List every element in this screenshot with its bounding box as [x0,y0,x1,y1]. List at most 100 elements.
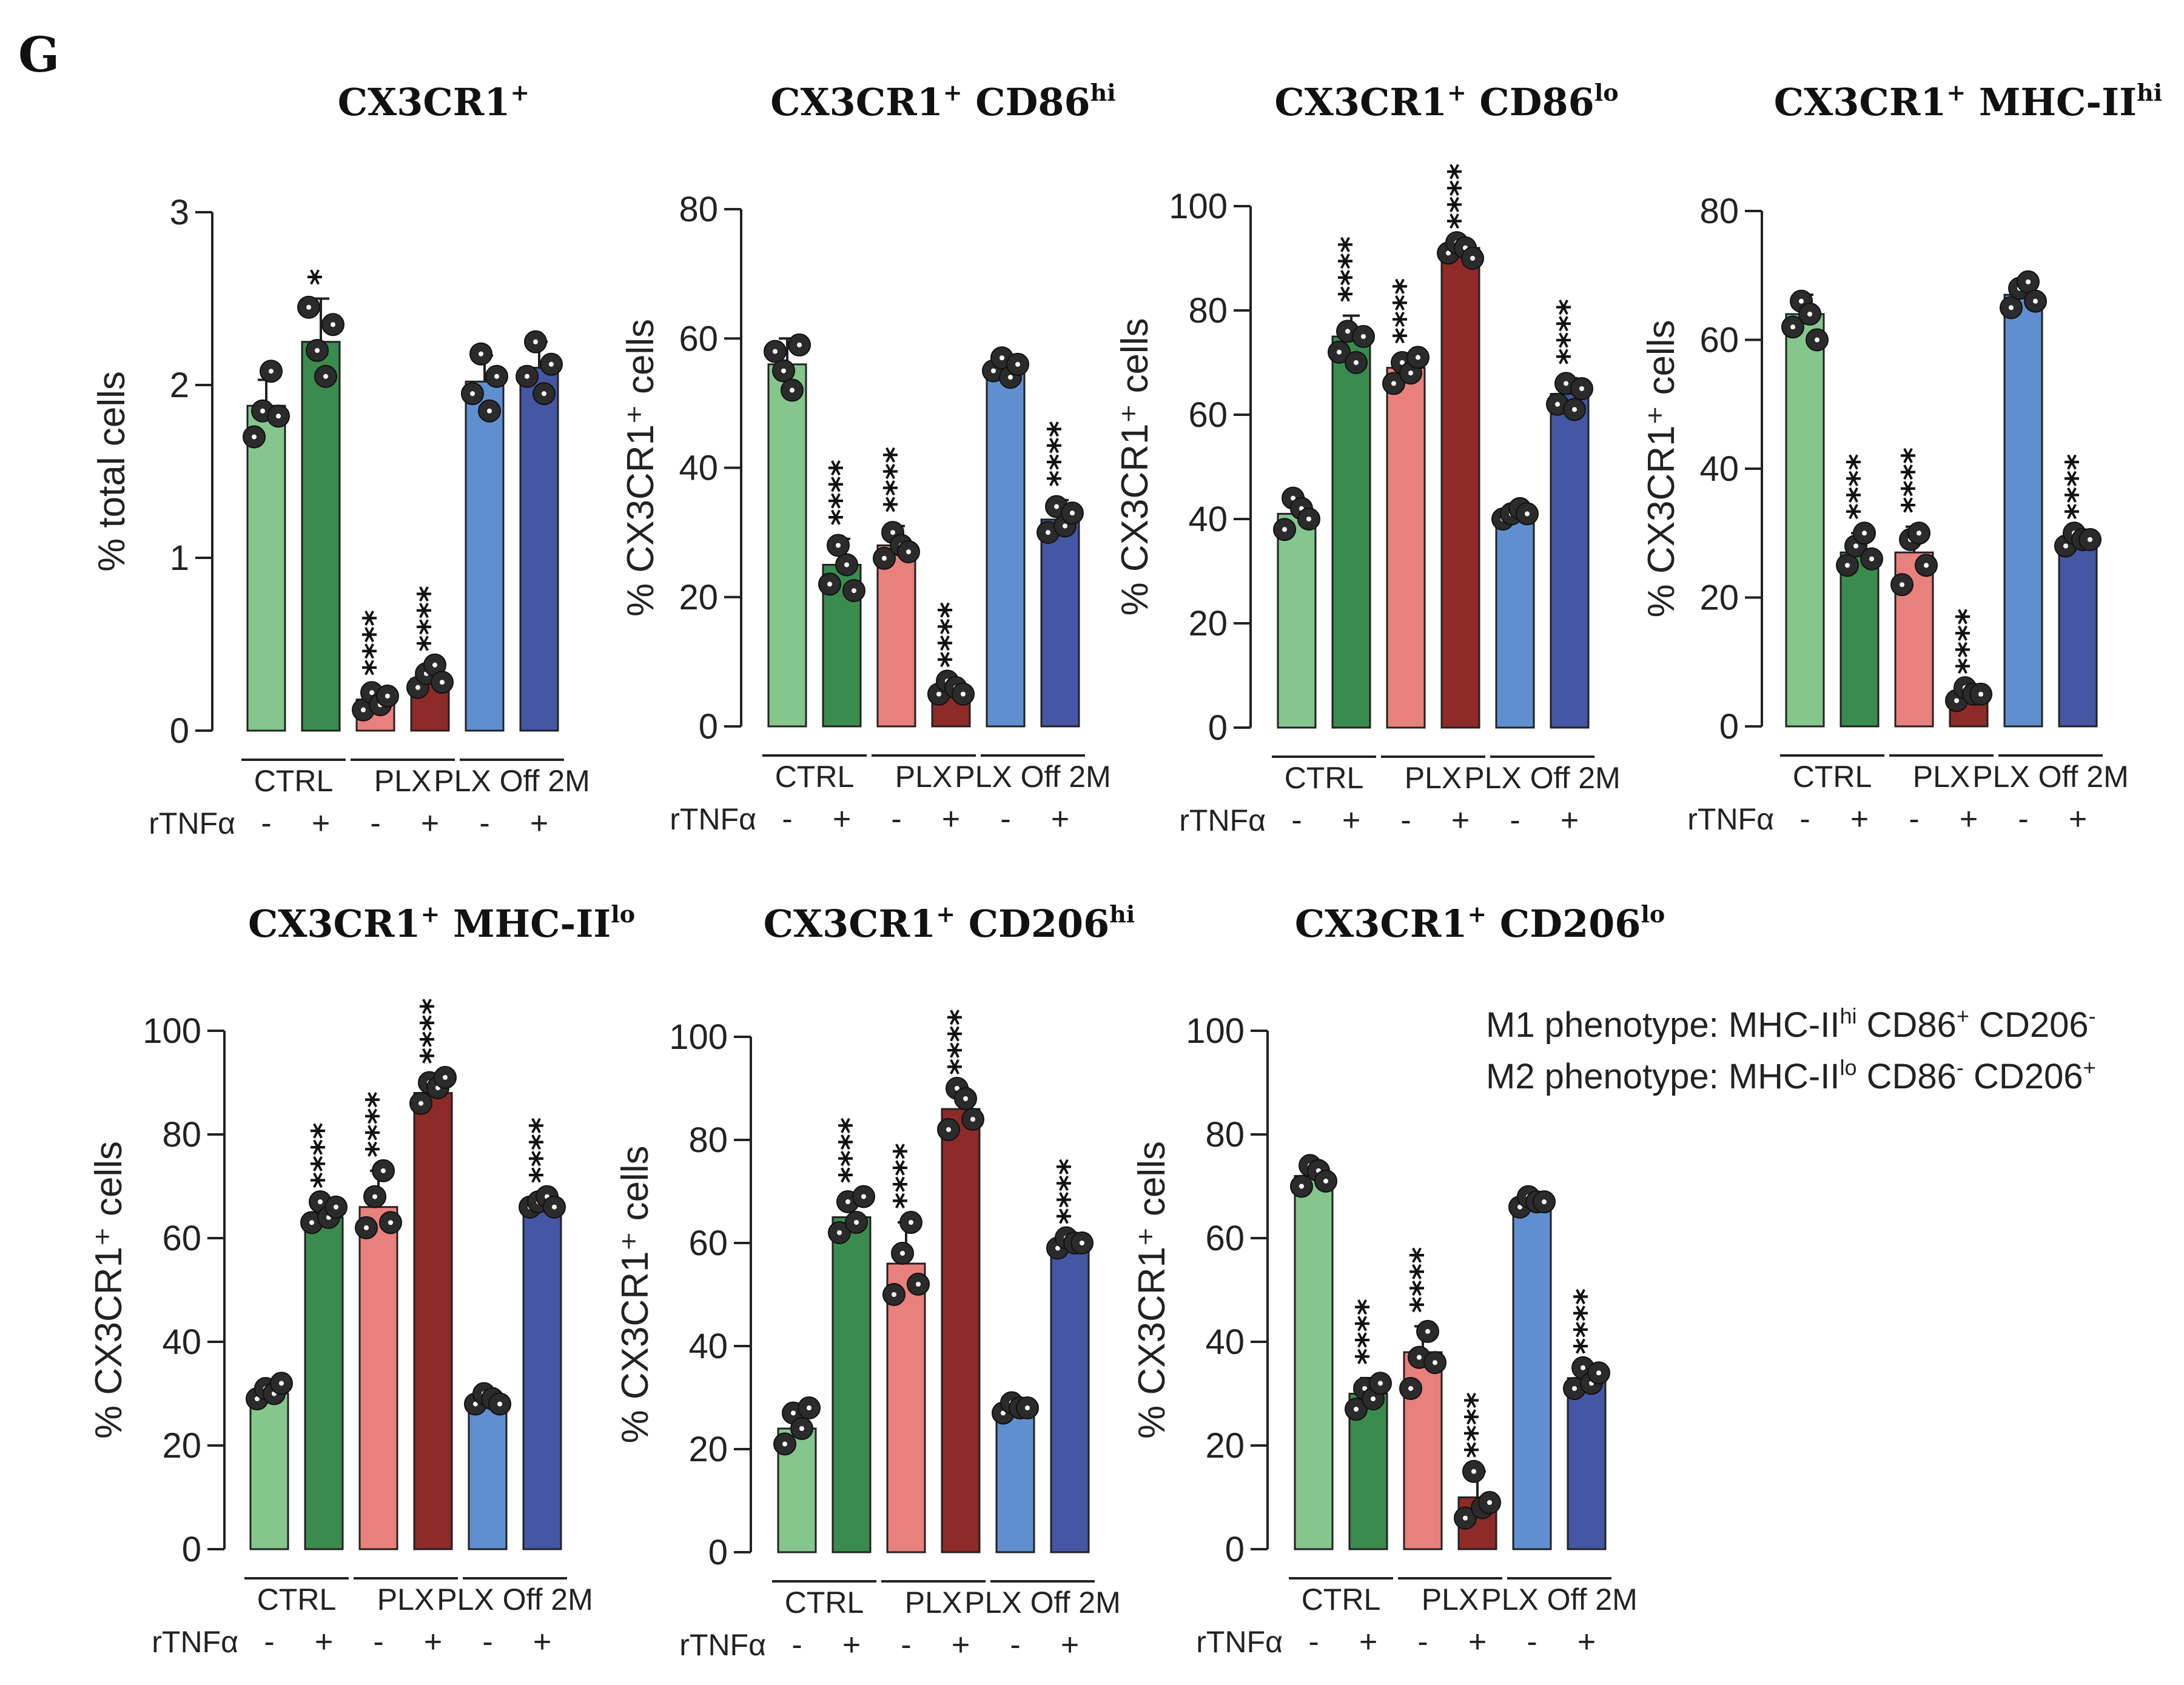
y-axis-label: % CX3CR1⁺ cells [614,1146,656,1444]
bar [1785,313,1825,728]
data-point-center [991,368,996,374]
data-point-center [1790,324,1795,330]
group-label: PLX Off 2M [964,1586,1121,1620]
y-tick-label: 0 [170,711,189,751]
y-tick-label: 60 [1699,321,1739,360]
data-point-center [1564,381,1568,386]
data-point-center [415,685,420,690]
group-label: PLX Off 2M [434,764,590,798]
significance-mark: **** [878,447,915,513]
bar [1495,512,1535,729]
significance-mark: **** [1442,163,1479,229]
group-label: PLX [1913,760,1971,794]
bar [1386,367,1426,729]
significance-mark: **** [524,1117,560,1184]
treatment-sign: + [1061,1627,1079,1663]
data-point-center [1463,1515,1468,1521]
data-point-center [1361,334,1366,339]
y-tick-label: 40 [688,1327,728,1366]
chart-title-rest-sup: hi [1090,79,1116,106]
chart-title-main: CX3CR1 [1274,80,1447,124]
treatment-sign: - [2018,802,2028,837]
data-point-center [1917,531,1921,536]
data-point-center [1815,337,1819,343]
data-point-center [1054,504,1059,509]
phenotype-note-sup: - [2089,1003,2096,1028]
bar [249,1393,289,1550]
y-tick-label: 0 [708,1533,728,1572]
y-axis-label: % CX3CR1⁺ cells [88,1141,130,1439]
phenotype-note: M2 phenotype: MHC-IIlo CD86- CD206+ [1486,1055,2096,1096]
significance-mark: **** [412,586,448,652]
data-point-center [1391,381,1396,386]
group-label: CTRL [257,1583,337,1616]
treatment-sign: + [2069,802,2087,837]
bar [519,367,559,732]
chart-title-rest-sup: lo [1641,900,1665,928]
y-tick-label: 60 [679,319,718,358]
chart-title-sup: + [1467,900,1487,928]
data-point-center [970,1117,975,1122]
y-tick-label: 0 [1225,1530,1245,1569]
chart-title-sup: + [1447,79,1467,106]
significance-mark: **** [942,1009,979,1075]
treatment-sign: + [833,802,851,837]
treatment-label: rTNFα [1179,803,1266,837]
group-label: PLX [895,760,953,794]
y-tick-label: 80 [162,1115,201,1154]
group-label: PLX [1405,761,1462,795]
data-point-center [882,555,887,561]
bar [1512,1201,1552,1550]
significance-mark: **** [888,1143,924,1209]
data-point-center [955,1086,959,1091]
phenotype-note-sup: lo [1840,1055,1856,1080]
treatment-sign: + [533,1624,551,1660]
group-label: CTRL [775,760,855,794]
treatment-sign: - [373,1624,383,1660]
data-point-center [525,374,529,379]
phenotype-note-sup: + [2083,1055,2096,1080]
bar [301,341,341,732]
data-point-center [892,1292,896,1297]
data-point-center [961,691,966,697]
bar [1050,1242,1090,1553]
y-tick-label: 80 [688,1121,728,1160]
data-point-center [1555,401,1560,407]
data-point-center [2009,305,2014,310]
data-point-center [1063,523,1067,529]
data-point-center [276,414,281,419]
data-point-center [1015,361,1020,367]
data-point-center [470,391,475,397]
data-point-center [1362,1385,1367,1391]
y-tick-label: 40 [1188,500,1228,539]
data-point-center [255,1396,260,1402]
treatment-label: rTNFα [1687,802,1774,836]
treatment-label: rTNFα [149,806,235,840]
y-tick-label: 0 [1719,707,1739,746]
treatment-sign: - [791,1627,802,1663]
data-point-center [1572,1385,1577,1391]
chart-title-sup: + [510,79,529,106]
data-point-center [854,1220,859,1225]
chart-title: CX3CR1+ CD86hi [770,79,1116,124]
data-point-center [1337,349,1342,355]
phenotype-note-prefix: M2 phenotype: MHC-II [1486,1057,1840,1096]
data-point-center [1080,1241,1084,1245]
bar [1840,551,1880,728]
y-tick-label: 40 [679,449,718,488]
data-point-center [418,1100,423,1106]
group-label: CTRL [785,1586,864,1620]
data-point-center [479,351,483,357]
data-point-center [845,1199,850,1204]
data-point-center [306,304,311,310]
data-point-center [799,1426,804,1431]
significance-mark: **** [824,460,860,526]
treatment-sign: + [530,806,548,841]
y-tick-label: 80 [1205,1115,1245,1154]
data-point-center [1446,250,1451,256]
y-tick-label: 40 [1699,449,1739,489]
